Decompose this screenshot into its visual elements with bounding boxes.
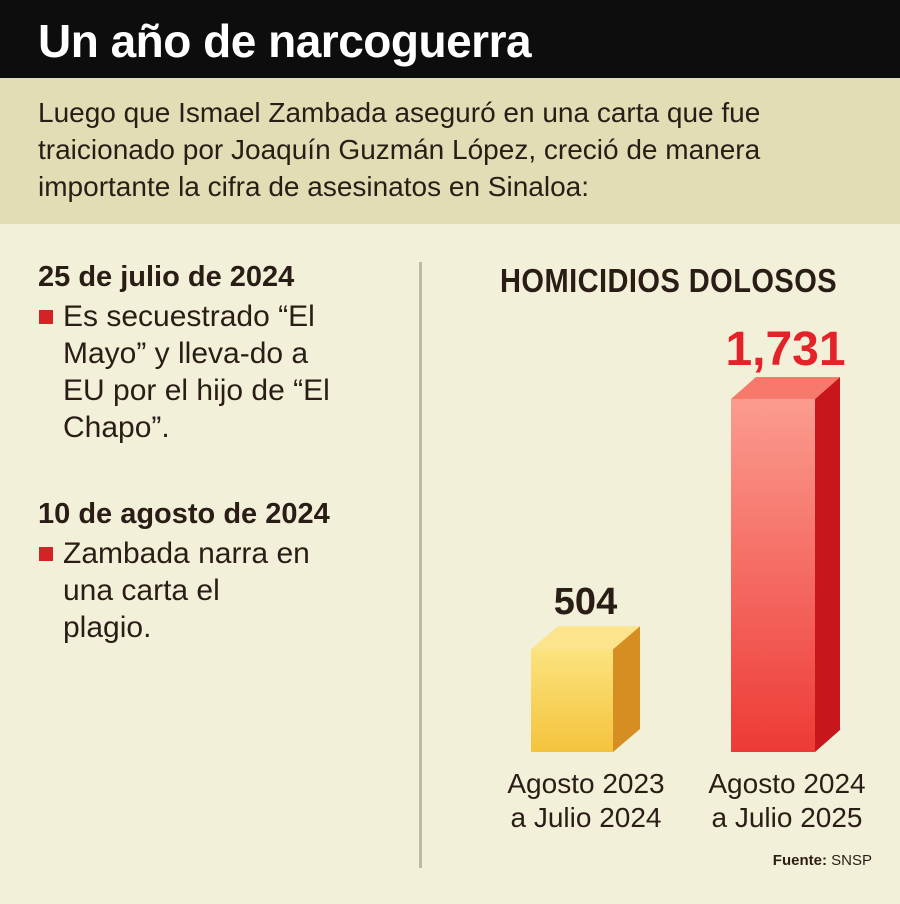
event-description-block: Zambada narra en una carta el plagio. bbox=[38, 535, 313, 646]
column-divider bbox=[419, 262, 422, 868]
category-label-2: Agosto 2024 a Julio 2025 bbox=[677, 767, 897, 835]
event-date: 25 de julio de 2024 bbox=[38, 261, 295, 293]
bar-2 bbox=[731, 399, 815, 752]
intro-text: Luego que Ismael Zambada aseguró en una … bbox=[38, 97, 761, 202]
bar-top-1 bbox=[531, 626, 640, 650]
source-label: Fuente: bbox=[772, 852, 827, 869]
bar-side-1 bbox=[613, 626, 640, 752]
header-bar: Un año de narcoguerra bbox=[0, 0, 900, 78]
category-label-1: Agosto 2023 a Julio 2024 bbox=[476, 767, 696, 835]
category-label-line: Agosto 2024 bbox=[708, 768, 866, 799]
event-description: Zambada narra en una carta el plagio. bbox=[63, 537, 310, 644]
event-date: 10 de agosto de 2024 bbox=[38, 498, 330, 530]
source-value: SNSP bbox=[831, 852, 872, 869]
intro-panel: Luego que Ismael Zambada aseguró en una … bbox=[0, 78, 900, 224]
bar-side-2 bbox=[815, 377, 840, 752]
category-label-line: a Julio 2025 bbox=[711, 802, 863, 833]
bullet-square-icon bbox=[39, 310, 53, 324]
event-description: Es secuestrado “El Mayo” y lleva-do a EU… bbox=[63, 300, 330, 444]
page-title: Un año de narcoguerra bbox=[38, 15, 532, 67]
category-label-line: Agosto 2023 bbox=[507, 768, 665, 799]
category-label-line: a Julio 2024 bbox=[510, 802, 662, 833]
timeline-event-2: 10 de agosto de 2024 Zambada narra en un… bbox=[38, 497, 398, 646]
event-description-block: Es secuestrado “El Mayo” y lleva-do a EU… bbox=[38, 298, 348, 446]
bar-1 bbox=[531, 649, 613, 752]
data-label-2: 1,731 bbox=[725, 323, 845, 376]
source-note: Fuente: SNSP bbox=[773, 852, 872, 869]
chart-title: HOMICIDIOS DOLOSOS bbox=[500, 262, 838, 299]
data-label-1: 504 bbox=[554, 581, 617, 623]
timeline-event-1: 25 de julio de 2024 Es secuestrado “El M… bbox=[38, 260, 398, 446]
bar-top-2 bbox=[731, 377, 840, 399]
bullet-square-icon bbox=[39, 547, 53, 561]
